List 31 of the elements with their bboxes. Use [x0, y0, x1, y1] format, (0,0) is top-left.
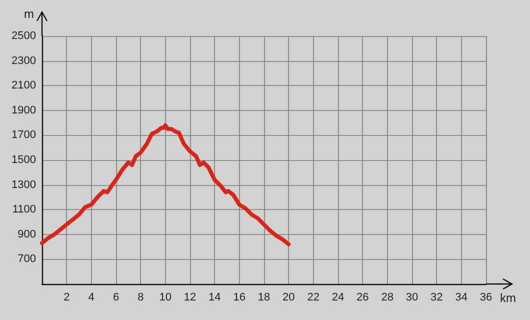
y-tick-label: 2300: [12, 54, 36, 67]
y-tick-label: 2100: [12, 80, 36, 92]
line-series: [40, 123, 291, 246]
x-tick-label: 22: [307, 292, 320, 304]
x-tick-label: 10: [159, 292, 172, 304]
x-tick-label: 2: [64, 292, 70, 304]
y-tick-label: 1900: [12, 104, 36, 116]
x-axis-title: km: [500, 291, 516, 305]
x-tick-label: 18: [258, 292, 270, 304]
x-tick-label: 30: [406, 292, 418, 304]
x-tick-label: 20: [282, 292, 295, 304]
y-tick-label: 900: [18, 228, 36, 240]
y-tick-label: 1500: [12, 154, 36, 166]
x-tick-label: 8: [138, 292, 144, 304]
x-tick-label: 34: [455, 292, 468, 304]
x-tick-label: 26: [356, 292, 369, 304]
x-tick-label: 6: [112, 292, 120, 304]
x-tick-label: 16: [233, 292, 246, 304]
x-tick-label: 4: [88, 292, 94, 304]
x-tick-label: 12: [184, 292, 196, 304]
y-tick-label: 700: [18, 253, 36, 266]
x-tick-label: 28: [381, 292, 394, 304]
x-tick-label: 32: [430, 292, 443, 304]
y-tick-label: 1300: [12, 178, 36, 191]
x-tick-label: 24: [332, 292, 344, 304]
y-tick-label: 1100: [12, 204, 36, 216]
x-tick-label: 36: [480, 292, 492, 304]
y-tick-label: 2500: [12, 30, 36, 42]
y-axis-title: m: [24, 7, 34, 21]
y-tick-label: 1700: [12, 129, 36, 142]
x-tick-label: 14: [208, 292, 221, 304]
